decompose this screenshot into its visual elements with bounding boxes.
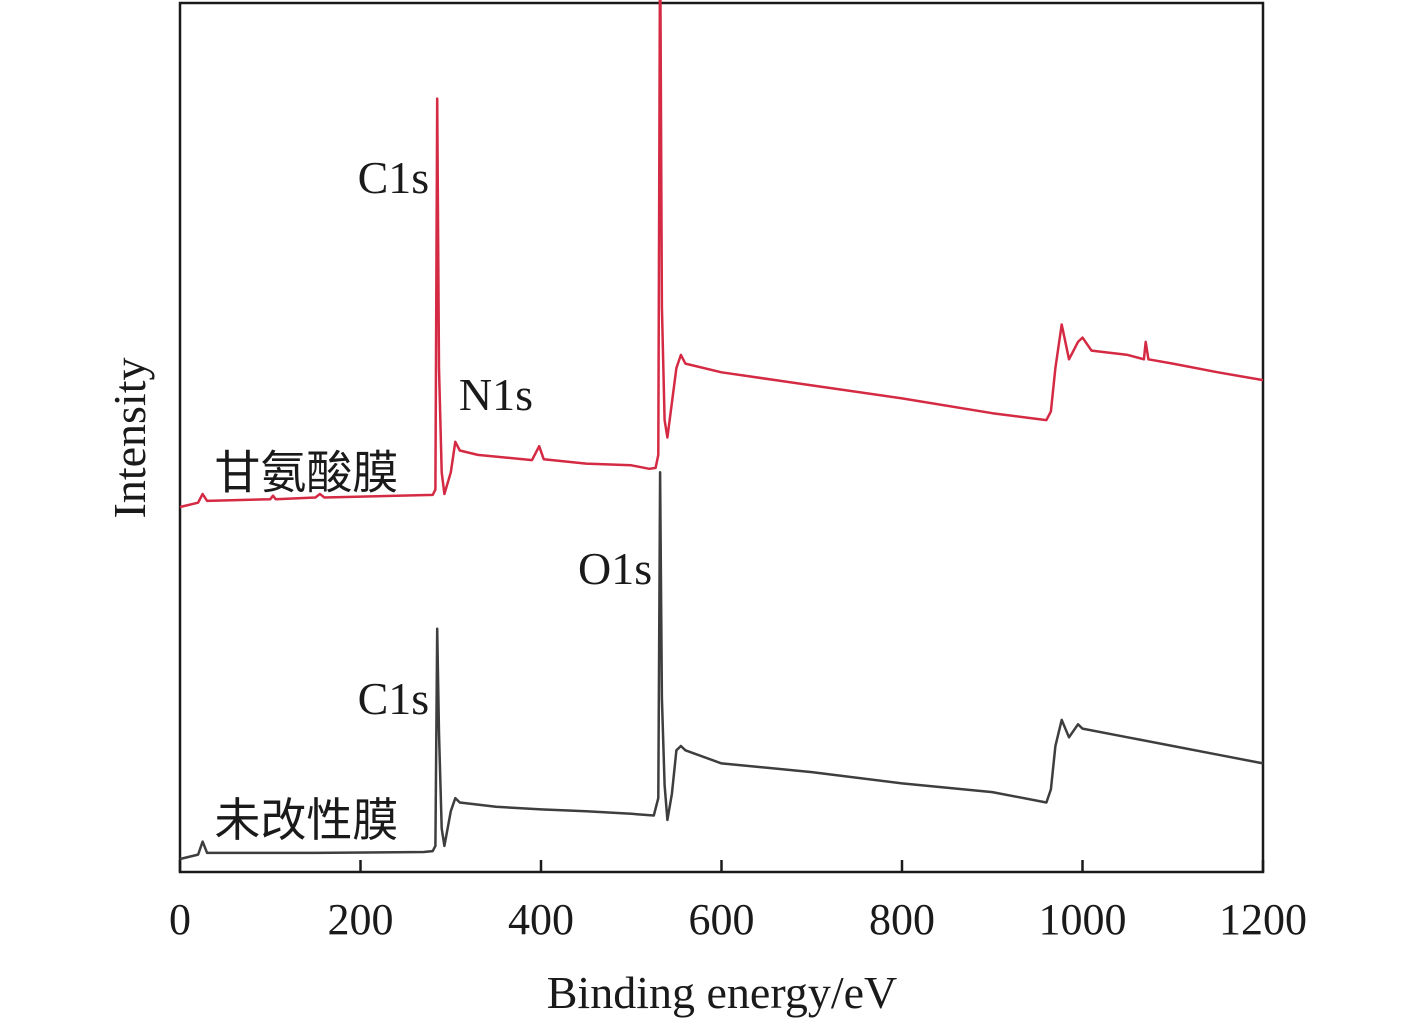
peak-label: C1s [358,152,430,203]
series-line-1 [179,471,1264,861]
series-line-0 [179,0,1264,509]
x-tick-label: 800 [869,895,935,944]
x-axis-title: Binding energy/eV [547,967,897,1018]
peak-label: C1s [358,673,430,724]
series-layer [179,0,1264,861]
y-axis-title: Intensity [104,358,155,519]
x-tick-label: 1200 [1219,895,1307,944]
x-tick-label: 600 [689,895,755,944]
x-tick-label: 0 [169,895,191,944]
x-tick-label: 1000 [1039,895,1127,944]
x-axis-ticks: 0 200 400 600 800 1000 1200 [169,860,1307,944]
peak-label: O1s [578,0,652,3]
plot-frame [178,1,1265,874]
peak-label: O1s [578,543,652,594]
annotation-layer: O1s C1s N1s 甘氨酸膜 O1s C1s 未改性膜 [214,0,652,847]
series-label: 未改性膜 [214,793,398,847]
series-label: 甘氨酸膜 [214,445,398,499]
peak-label: N1s [459,369,533,420]
x-tick-label: 400 [508,895,574,944]
x-tick-label: 200 [328,895,394,944]
